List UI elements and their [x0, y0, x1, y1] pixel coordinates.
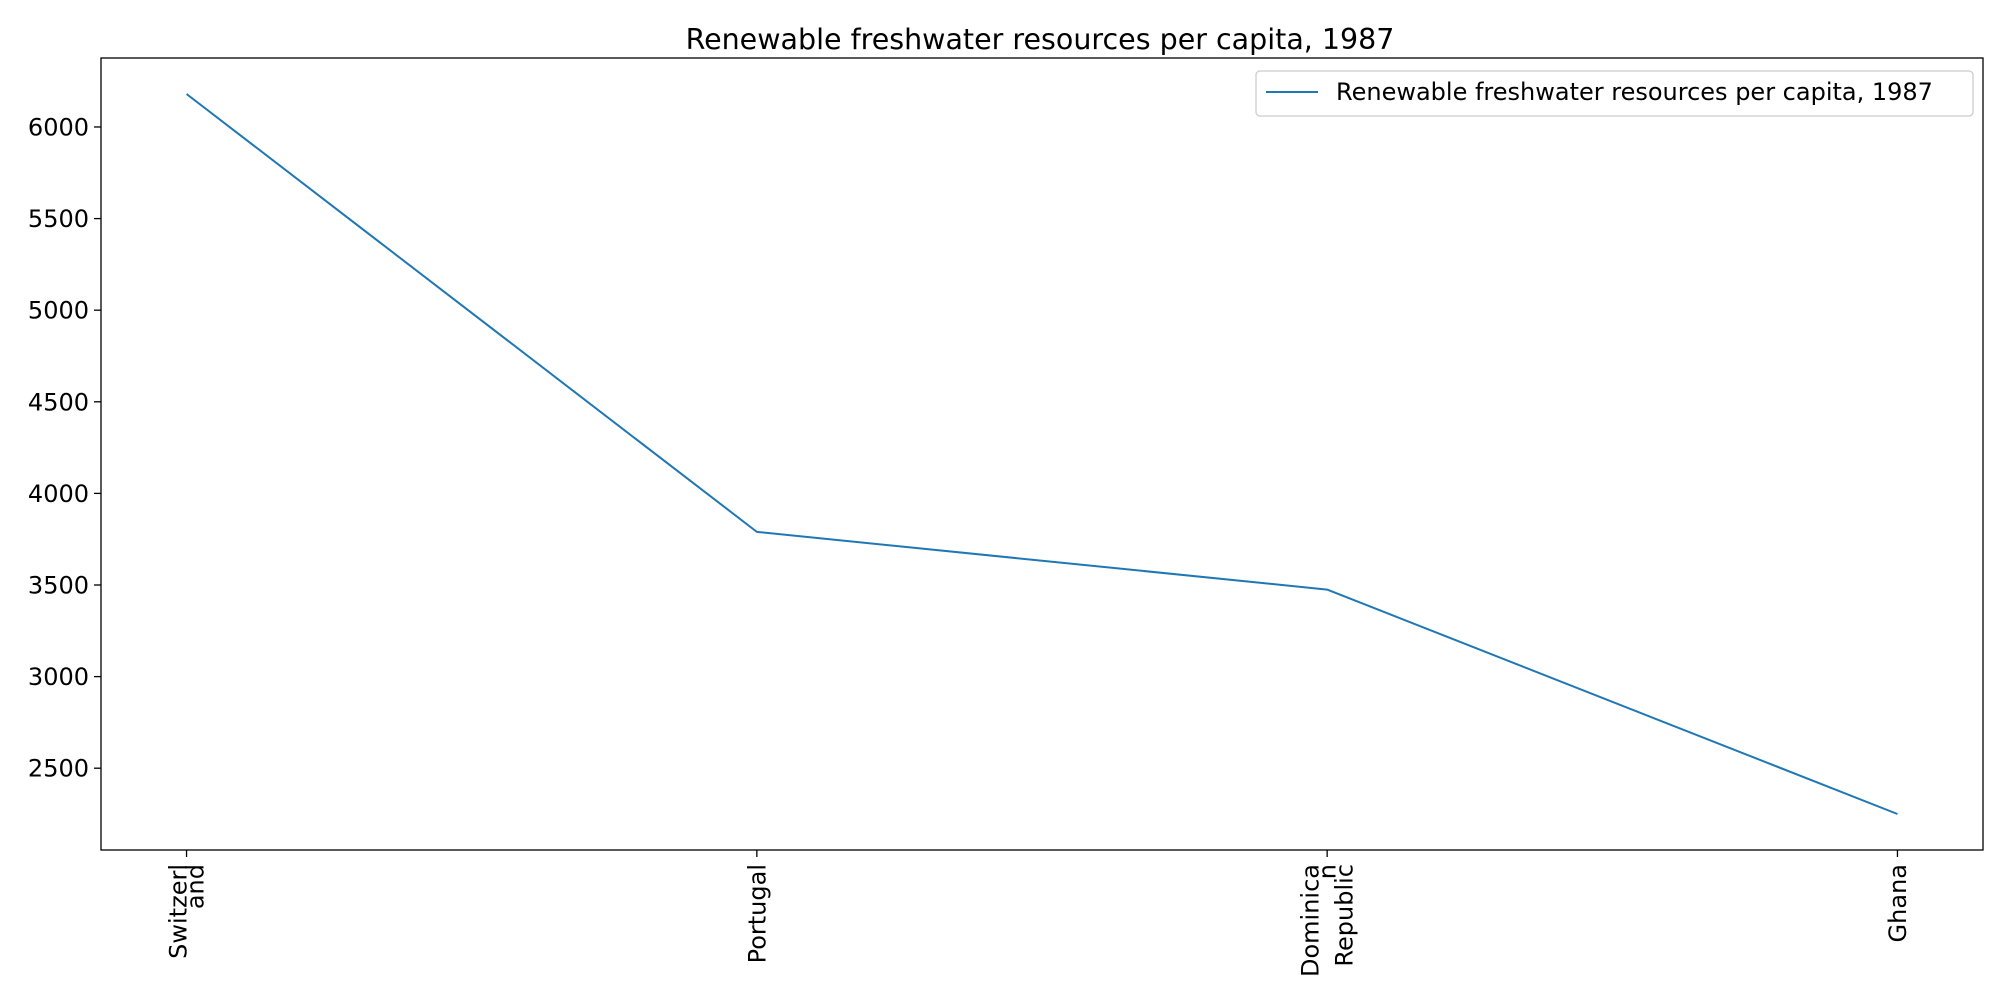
x-axis: Switzerland Portugal DominicanRepublic Ghan…	[165, 850, 1912, 977]
y-tick-label: 3000	[28, 663, 89, 691]
legend: Renewable freshwater resources per capit…	[1255, 70, 1974, 117]
y-tick-label: 5000	[28, 297, 89, 325]
x-tick-label: Portugal	[743, 864, 771, 963]
legend-label: Renewable freshwater resources per capit…	[1336, 78, 1933, 106]
series-line	[185, 93, 1898, 815]
y-tick-label: 2500	[28, 755, 89, 783]
y-tick-label: 4500	[28, 388, 89, 416]
x-tick-label: Ghana	[1884, 864, 1912, 942]
x-tick-label: DominicanRepublic	[1297, 864, 1359, 977]
chart-title: Renewable freshwater resources per capit…	[686, 23, 1395, 56]
y-axis: 2500 3000 3500 4000 4500 5000 5500 6000	[28, 113, 101, 783]
plot-area-frame	[100, 57, 1984, 851]
y-tick-label: 4000	[28, 480, 89, 508]
series-layer	[185, 93, 1898, 815]
legend-box	[1255, 70, 1974, 117]
y-tick-label: 6000	[28, 113, 89, 141]
y-tick-label: 5500	[28, 205, 89, 233]
x-tick-label: Switzerland	[165, 864, 210, 959]
y-tick-label: 3500	[28, 571, 89, 599]
